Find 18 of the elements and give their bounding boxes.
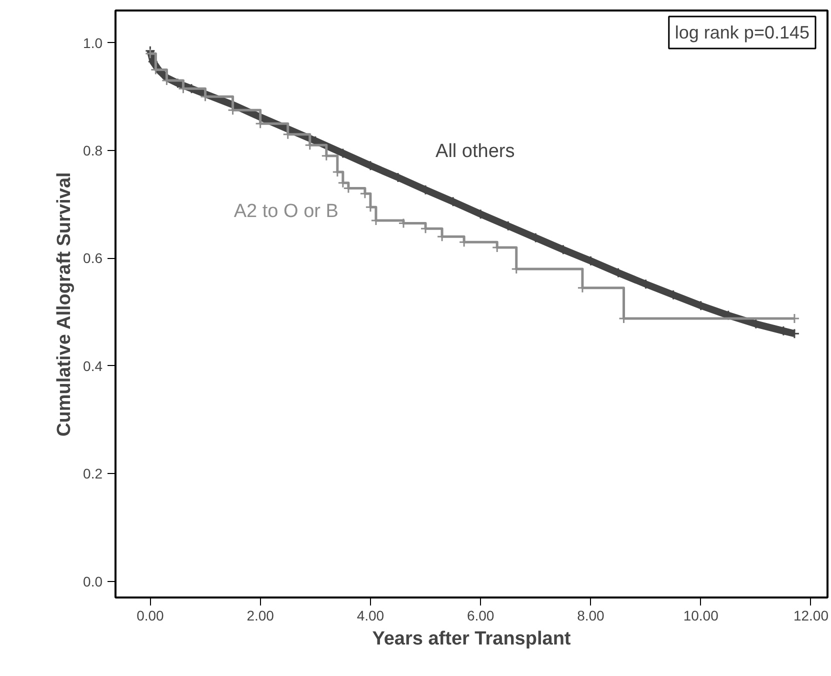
x-tick-label: 10.00 — [683, 608, 719, 624]
series-label: All others — [436, 140, 515, 162]
y-tick-label: 0.4 — [83, 358, 103, 374]
y-tick-label: 1.0 — [83, 34, 103, 51]
x-tick-label: 8.00 — [577, 608, 605, 624]
y-tick-label: 0.8 — [83, 142, 103, 159]
y-tick-label: 0.2 — [83, 466, 103, 482]
y-axis-title: Cumulative Allograft Survival — [54, 172, 76, 437]
x-tick-label: 0.00 — [136, 608, 164, 624]
y-tick-label: 0.0 — [83, 573, 103, 590]
x-tick-label: 12.00 — [793, 608, 829, 624]
x-axis-title: Years after Transplant — [372, 628, 572, 650]
y-tick-label: 0.6 — [83, 250, 103, 266]
x-tick-label: 4.00 — [356, 608, 384, 624]
annotation: log rank p=0.145 — [674, 22, 810, 42]
series-label: A2 to O or B — [234, 201, 338, 222]
x-tick-label: 2.00 — [246, 608, 274, 624]
x-tick-label: 6.00 — [466, 608, 494, 624]
